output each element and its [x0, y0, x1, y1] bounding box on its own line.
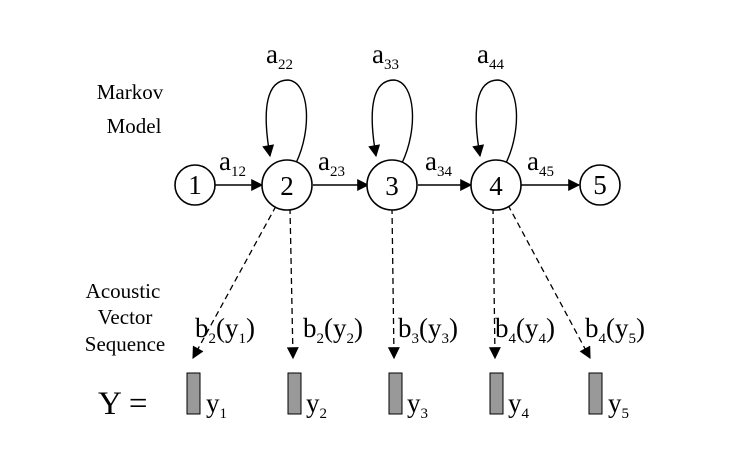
- state-node-5: 5: [579, 164, 621, 206]
- self-loop-3: [368, 79, 414, 164]
- emission-arrow-4-y5: [507, 204, 591, 360]
- emission-label-4: b4(y4): [495, 313, 555, 347]
- observation-bar-4: [489, 372, 504, 415]
- emission-arrow-3-y3: [387, 207, 400, 360]
- state-label-2: 2: [280, 171, 294, 201]
- markov-label-line-2: Model: [107, 114, 162, 138]
- transition-label-a12: a12: [219, 146, 246, 180]
- self-loop-2: [262, 79, 308, 164]
- transition-label-a45: a45: [527, 146, 554, 180]
- observation-label-4: y4: [508, 388, 530, 422]
- emission-label-3: b3(y3): [398, 313, 458, 347]
- emission-arrow-4-y4: [488, 207, 501, 360]
- observation-label-2: y2: [306, 388, 327, 422]
- emission-label-5: b4(y5): [585, 313, 645, 347]
- state-label-3: 3: [385, 171, 399, 201]
- observation-label-1: y1: [206, 388, 227, 422]
- state-label-4: 4: [489, 171, 503, 201]
- state-node-4: 4: [470, 159, 522, 211]
- observation-2: y2: [287, 372, 327, 422]
- observation-3: y3: [388, 372, 428, 422]
- acoustic-label-line-2: Vector: [98, 305, 153, 329]
- acoustic-label-line-3: Sequence: [85, 332, 165, 356]
- state-label-1: 1: [188, 170, 202, 200]
- observation-label-5: y5: [608, 388, 629, 422]
- state-node-3: 3: [366, 159, 418, 211]
- observation-1: y1: [186, 372, 227, 422]
- emission-arrow-2-y2: [286, 207, 299, 360]
- self-loop-label-a33: a33: [372, 39, 399, 73]
- transition-label-a23: a23: [318, 146, 345, 180]
- emission-arrow-2-y1: [192, 205, 277, 360]
- acoustic-label-line-1: Acoustic: [86, 279, 161, 303]
- state-node-1: 1: [174, 164, 216, 206]
- self-loop-4: [472, 79, 518, 164]
- observation-5: y5: [588, 372, 629, 422]
- observation-4: y4: [489, 372, 530, 422]
- observation-bar-3: [388, 372, 403, 415]
- sequence-label: Y =: [98, 386, 147, 422]
- self-loop-label-a22: a22: [266, 39, 293, 73]
- markov-label-line-1: Markov: [97, 80, 164, 104]
- emission-label-1: b2(y1): [195, 313, 255, 347]
- observation-bar-1: [186, 372, 201, 415]
- observation-bar-2: [287, 372, 302, 415]
- emission-label-2: b2(y2): [303, 313, 363, 347]
- self-loop-label-a44: a44: [477, 39, 504, 73]
- observation-bar-5: [588, 372, 603, 415]
- state-node-2: 2: [261, 159, 313, 211]
- observation-label-3: y3: [407, 388, 428, 422]
- state-label-5: 5: [593, 170, 607, 200]
- transition-label-a34: a34: [425, 146, 452, 180]
